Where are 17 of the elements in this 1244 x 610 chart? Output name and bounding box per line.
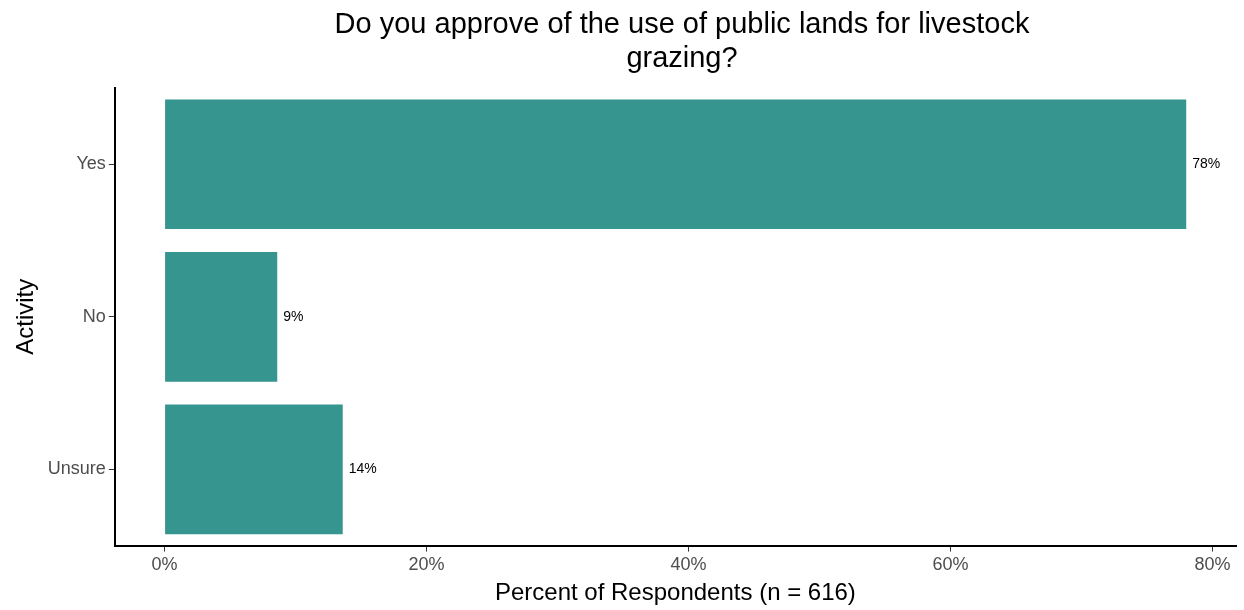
bar <box>165 404 343 535</box>
x-tick-label: 40% <box>670 554 707 575</box>
data-label: 14% <box>348 460 377 477</box>
y-tick-label: Yes <box>76 153 106 174</box>
x-axis-title: Percent of Respondents (n = 616) <box>494 578 856 606</box>
chart-title: Do you approve of the use of public lands for livestock grazing? <box>333 6 1031 74</box>
bar <box>165 99 1187 230</box>
y-axis-title: Activity <box>11 278 39 355</box>
bar <box>165 251 278 382</box>
x-tick-label: 60% <box>932 554 969 575</box>
data-label: 78% <box>1192 155 1221 172</box>
x-tick-label: 0% <box>151 554 178 575</box>
x-tick-label: 20% <box>408 554 445 575</box>
x-tick-label: 80% <box>1194 554 1231 575</box>
y-tick-label: Unsure <box>47 458 106 479</box>
data-label: 9% <box>283 307 304 324</box>
y-tick-label: No <box>82 305 106 326</box>
